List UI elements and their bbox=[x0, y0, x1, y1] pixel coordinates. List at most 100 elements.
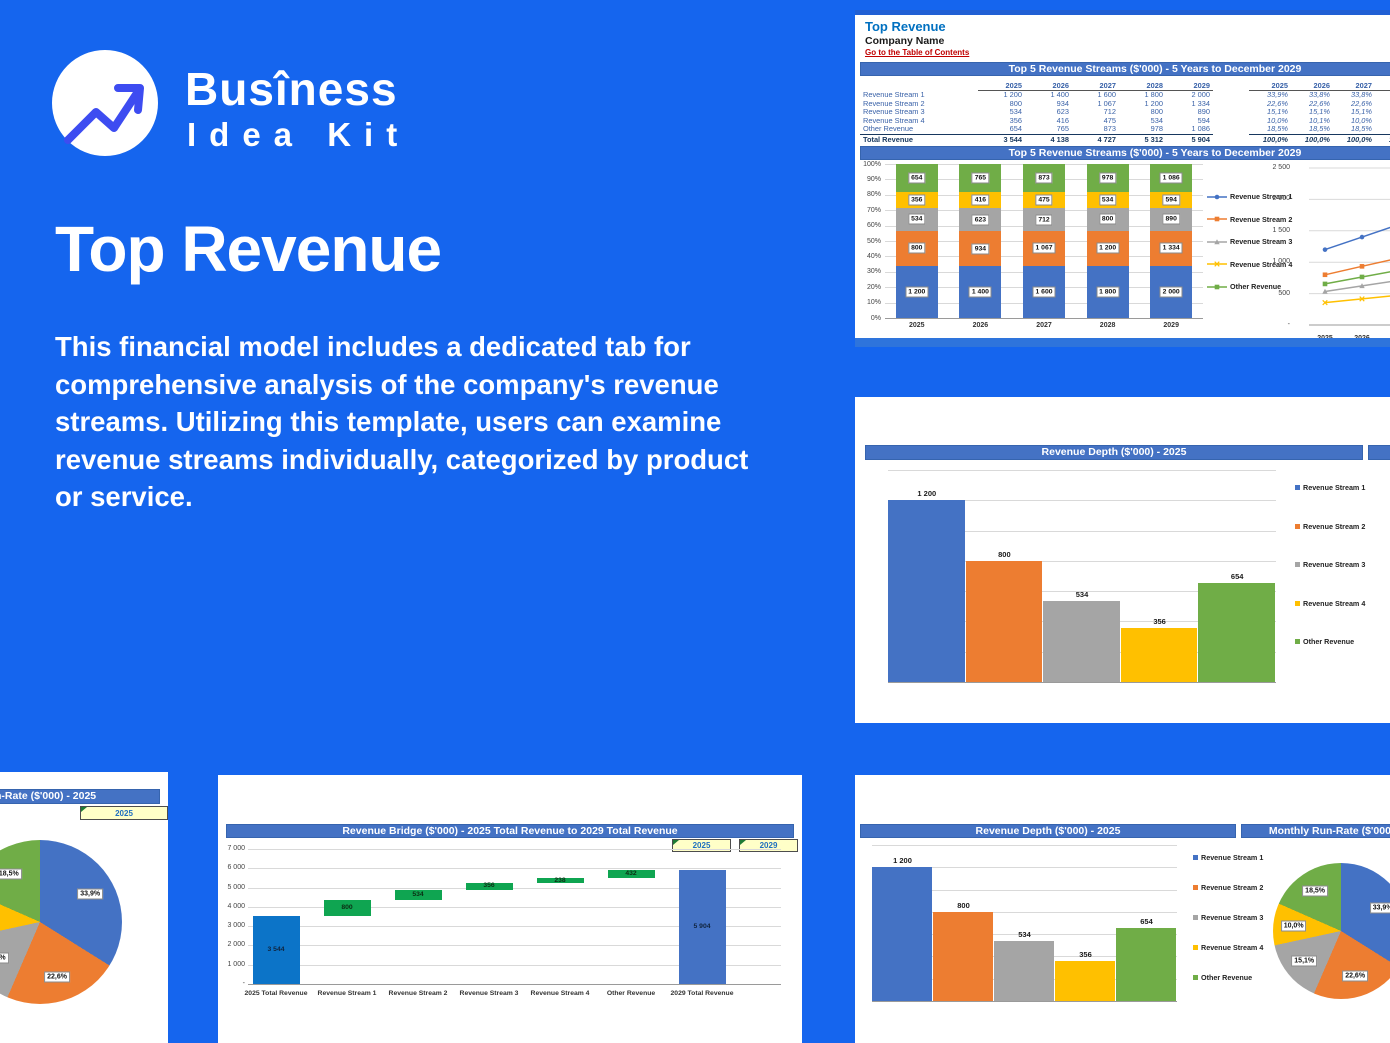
waterfall-bar bbox=[536, 878, 584, 884]
y-tick: 70% bbox=[866, 206, 881, 214]
gridline bbox=[248, 906, 781, 908]
pct-cell: 10,0% bbox=[1267, 115, 1288, 125]
legend-marker-icon bbox=[1207, 261, 1227, 267]
segment-value-label: 712 bbox=[1035, 214, 1053, 225]
revenue-bridge-title-bar: Revenue Bridge ($'000) - 2025 Total Reve… bbox=[226, 824, 794, 838]
pie-slice-label: 15,1% bbox=[0, 952, 9, 964]
line-y-tick: 500 bbox=[1278, 289, 1290, 297]
segment-value-label: 1 200 bbox=[905, 286, 929, 298]
segment-value-label: 356 bbox=[908, 194, 926, 206]
bar-value-label: 1 200 bbox=[893, 856, 912, 866]
legend-swatch bbox=[1295, 600, 1300, 606]
gridline bbox=[248, 964, 781, 966]
legend-item: Revenue Stream 2 bbox=[1207, 215, 1292, 224]
bar-value-label: 654 bbox=[1140, 917, 1153, 927]
legend-item: Revenue Stream 3 bbox=[1295, 560, 1365, 569]
legend-marker-icon bbox=[1207, 238, 1227, 244]
line-y-tick: - bbox=[1287, 321, 1290, 328]
value-cell: 1 200 bbox=[1003, 90, 1023, 100]
year-selector-dropdown[interactable]: 2025 bbox=[80, 806, 168, 820]
segment-value-label: 1 200 bbox=[1096, 242, 1120, 254]
table-row: Total Revenue 3 544 4 138 4 727 5 312 5 904 10… bbox=[860, 133, 1390, 144]
pct-cell: 15,1% bbox=[1351, 107, 1372, 117]
waterfall-value-label: 800 bbox=[341, 903, 353, 911]
pct-cell: 15,1% bbox=[1267, 107, 1288, 117]
table-title-bar: Top 5 Revenue Streams ($'000) - 5 Years … bbox=[860, 62, 1390, 76]
revenue-depth-title-bar-2: Revenue Depth ($'000) - 2025 bbox=[860, 824, 1236, 838]
legend-swatch bbox=[1295, 485, 1300, 490]
value-cell: 416 bbox=[1056, 115, 1069, 125]
revenue-depth-panel: Revenue Depth ($'000) - 2025 1 200 800 534… bbox=[855, 397, 1390, 723]
gridline bbox=[872, 934, 1177, 936]
year-header: 2026 bbox=[1291, 81, 1333, 91]
total-value: 4 138 bbox=[1025, 133, 1072, 144]
segment-value-label: 2 000 bbox=[1159, 286, 1183, 298]
legend-item: Revenue Stream 2 bbox=[1193, 883, 1263, 892]
bridge-to-year-dropdown[interactable]: 2029 bbox=[739, 839, 798, 852]
page-title: Top Revenue bbox=[55, 213, 442, 285]
total-value: 4 727 bbox=[1072, 133, 1119, 144]
segment-value-label: 594 bbox=[1162, 194, 1180, 206]
value-cell: 623 bbox=[1056, 107, 1069, 117]
segment-value-label: 475 bbox=[1035, 194, 1053, 206]
bridge-y-tick: 4 000 bbox=[227, 902, 245, 910]
row-label: Revenue Stream 2 bbox=[863, 98, 925, 108]
value-cell: 712 bbox=[1103, 107, 1116, 117]
y-tick: 30% bbox=[866, 268, 881, 276]
legend-item: Revenue Stream 4 bbox=[1295, 599, 1365, 608]
adjacent-title-bar-sliver bbox=[1368, 445, 1390, 460]
brand-wordmark-line1: Busîness bbox=[185, 63, 398, 115]
waterfall-bar bbox=[323, 900, 371, 916]
segment-value-label: 1 334 bbox=[1159, 242, 1183, 254]
gridline bbox=[888, 591, 1276, 593]
legend-item: Revenue Stream 1 bbox=[1207, 192, 1292, 201]
waterfall-value-label: 534 bbox=[412, 891, 424, 899]
legend-label: Revenue Stream 2 bbox=[1201, 883, 1264, 892]
legend-swatch bbox=[1193, 885, 1198, 890]
legend-label: Other Revenue bbox=[1201, 973, 1253, 982]
brand-logo bbox=[52, 50, 158, 156]
segment-value-label: 800 bbox=[1098, 213, 1117, 225]
pie-slice-label: 33,9% bbox=[77, 888, 104, 900]
x-category-label: 2026 bbox=[972, 322, 989, 329]
pie-slice-label: 33,9% bbox=[1369, 902, 1390, 914]
legend-swatch bbox=[1295, 562, 1300, 568]
monthly-run-rate-title-bar: Monthly Run-Rate ($'000) - 2025 bbox=[1241, 824, 1390, 838]
table-row: Revenue Stream 1 1 200 1 400 1 600 1 800 2 00… bbox=[860, 90, 1390, 100]
waterfall-x-label: 2029 Total Revenue bbox=[670, 990, 734, 997]
value-cell: 1 067 bbox=[1097, 98, 1117, 108]
gridline bbox=[248, 984, 781, 985]
segment-value-label: 654 bbox=[908, 172, 926, 184]
waterfall-bar bbox=[607, 870, 655, 879]
legend-swatch bbox=[1193, 975, 1198, 980]
waterfall-x-label: Revenue Stream 4 bbox=[530, 990, 590, 997]
gridline bbox=[248, 887, 781, 889]
y-tick: 0% bbox=[870, 314, 881, 322]
legend-swatch bbox=[1295, 639, 1300, 645]
line-y-tick: 2 500 bbox=[1272, 164, 1290, 171]
legend-label: Revenue Stream 1 bbox=[1201, 853, 1264, 862]
total-pct: 100,0% bbox=[1291, 133, 1333, 144]
segment-value-label: 934 bbox=[971, 243, 990, 255]
bridge-from-year-dropdown[interactable]: 2025 bbox=[672, 839, 731, 852]
table-row: Revenue Stream 2 800 934 1 067 1 200 1 334 22,… bbox=[860, 98, 1390, 108]
line-y-tick: 1 500 bbox=[1272, 226, 1290, 234]
row-label: Revenue Stream 4 bbox=[863, 115, 925, 125]
value-cell: 1 334 bbox=[1191, 98, 1211, 108]
waterfall-value-label: 3 544 bbox=[267, 945, 285, 953]
sheet-top-revenue-panel: Top Revenue Company Name Go to the Table… bbox=[855, 10, 1390, 347]
pie-slice-label: 18,5% bbox=[0, 868, 22, 880]
year-header: 2028 bbox=[1119, 81, 1166, 91]
legend-label: Revenue Stream 1 bbox=[1303, 483, 1366, 492]
value-cell: 934 bbox=[1056, 98, 1069, 108]
revenue-depth-title-bar: Revenue Depth ($'000) - 2025 bbox=[865, 445, 1363, 460]
run-rate-title-bar: Monthly Run-Rate ($'000) - 2025 bbox=[0, 789, 160, 804]
depth-bar bbox=[872, 867, 932, 1001]
table-of-contents-link[interactable]: Go to the Table of Contents bbox=[865, 48, 970, 57]
segment-value-label: 1 086 bbox=[1159, 172, 1183, 184]
total-pct: 100,0% bbox=[1375, 133, 1390, 144]
y-tick: 100% bbox=[863, 160, 881, 168]
monthly-run-rate-panel: Monthly Run-Rate ($'000) - 2025 2025 33,… bbox=[0, 772, 168, 1043]
x-category-label: 2027 bbox=[1036, 322, 1052, 329]
